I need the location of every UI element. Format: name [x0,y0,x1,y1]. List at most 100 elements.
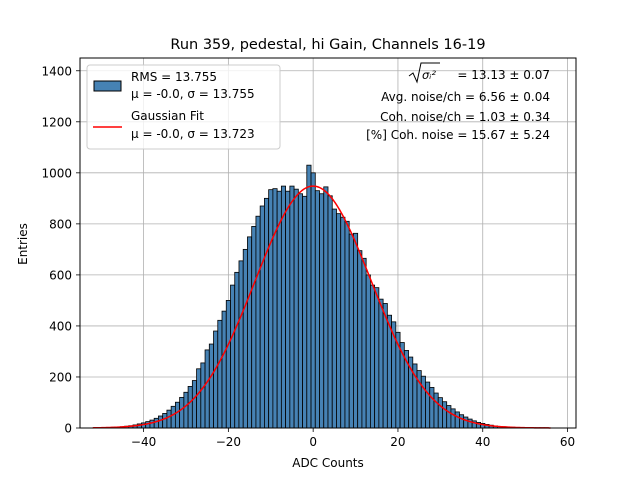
histogram-bar [310,172,316,429]
histogram-bar [450,408,456,429]
histogram-bar [191,380,197,429]
histogram-bar [242,248,248,429]
y-tick-label: 1000 [41,166,72,180]
histogram-bar [170,405,176,429]
histogram-bar [204,349,210,429]
legend-box [86,64,281,150]
coh-noise-percent-annotation: [%] Coh. noise = 15.67 ± 5.24 [366,128,550,142]
histogram-bar [268,189,274,429]
histogram-bar [158,415,164,429]
histogram-bar [251,226,257,429]
y-tick-label: 600 [49,268,72,282]
histogram-bar [323,186,329,429]
x-tick-label: 20 [390,435,405,449]
y-axis-label: Entries [16,223,30,265]
y-tick-label: 800 [49,217,72,231]
legend-histogram-stats: μ = -0.0, σ = 13.755 [131,87,255,101]
histogram-bar [293,188,299,429]
histogram-bar [433,392,439,429]
histogram-bar [429,387,435,429]
histogram-bar [264,197,270,429]
histogram-bar [196,368,202,429]
chart-title: Run 359, pedestal, hi Gain, Channels 16-… [170,37,485,53]
gaussian-fit-layer [92,185,551,429]
histogram-bar [437,397,443,429]
histogram-bar [420,375,426,429]
sqrt-symbol [408,62,440,84]
x-tick-label: −40 [131,435,156,449]
y-tick-label: 200 [49,370,72,384]
histogram-bar [149,419,155,429]
y-tick-label: 1400 [41,64,72,78]
histogram-bar [280,185,287,429]
legend-histogram-swatch [93,80,122,92]
histogram-bar [179,396,185,429]
histogram-bar [162,413,168,429]
histogram-bar [234,271,240,429]
histogram-bar [454,411,460,429]
histogram-bar [174,401,181,429]
histogram-bar [200,362,206,429]
legend-fit-label: Gaussian Fit [131,109,204,123]
histogram-bar [187,386,193,429]
histogram-bar [217,319,223,429]
histogram-bar [331,208,337,429]
histogram-bar [153,417,159,429]
histogram-bar [238,260,244,429]
histogram-bars [107,164,549,429]
histogram-bar [302,195,308,429]
histogram-bar [425,381,431,429]
total-noise-annotation: = 13.13 ± 0.07 [454,68,550,82]
histogram-bar [259,205,265,429]
y-tick-label: 0 [64,422,72,436]
histogram-bar [442,401,448,429]
x-tick-label: 0 [309,435,317,449]
noise-annotations: σᵢ² = 13.13 ± 0.07 Avg. noise/ch = 6.56 … [366,62,550,142]
coh-noise-annotation: Coh. noise/ch = 1.03 ± 0.34 [380,110,550,124]
y-tick-label: 1200 [41,115,72,129]
histogram-bar [255,215,261,429]
histogram-bar [285,190,291,429]
histogram-bar [166,409,172,429]
sqrt-radicand: σᵢ² [422,68,436,82]
histogram-bar [463,416,469,429]
gaussian-fit-line [92,185,551,429]
legend-histogram-label: RMS = 13.755 [131,70,217,84]
histogram-bar [446,405,452,429]
histogram-bar [272,188,278,429]
histogram-bar [183,391,189,429]
x-tick-label: −20 [216,435,241,449]
histogram-bar [297,193,303,429]
y-tick-label: 400 [49,319,72,333]
avg-noise-annotation: Avg. noise/ch = 6.56 ± 0.04 [381,90,550,104]
histogram-bar [319,193,325,429]
histogram-bar [382,303,388,429]
histogram-bar [221,310,227,429]
histogram-bar [314,190,320,429]
histogram-bar [386,314,392,429]
histogram-bar [459,414,465,429]
x-tick-label: 40 [475,435,490,449]
histogram-bar [230,284,236,429]
histogram-bar [361,257,367,429]
histogram-bar [208,343,214,429]
grid [80,58,576,429]
histogram-bar [306,164,312,429]
histogram-bar [225,300,231,429]
x-tick-label: 60 [560,435,575,449]
histogram-bar [336,213,342,429]
legend-fit-stats: μ = -0.0, σ = 13.723 [131,127,255,141]
histogram-bar [327,195,333,429]
histogram-bar [213,330,219,429]
histogram-bar [374,287,380,429]
histogram-bar [145,421,151,429]
histogram-bar [353,232,359,429]
histogram-bar [378,298,384,429]
histogram-bar [348,233,354,429]
x-axis-label: ADC Counts [292,456,364,470]
histogram-bar [369,284,376,429]
histogram-bar [357,250,363,429]
histogram-bar [340,216,346,429]
